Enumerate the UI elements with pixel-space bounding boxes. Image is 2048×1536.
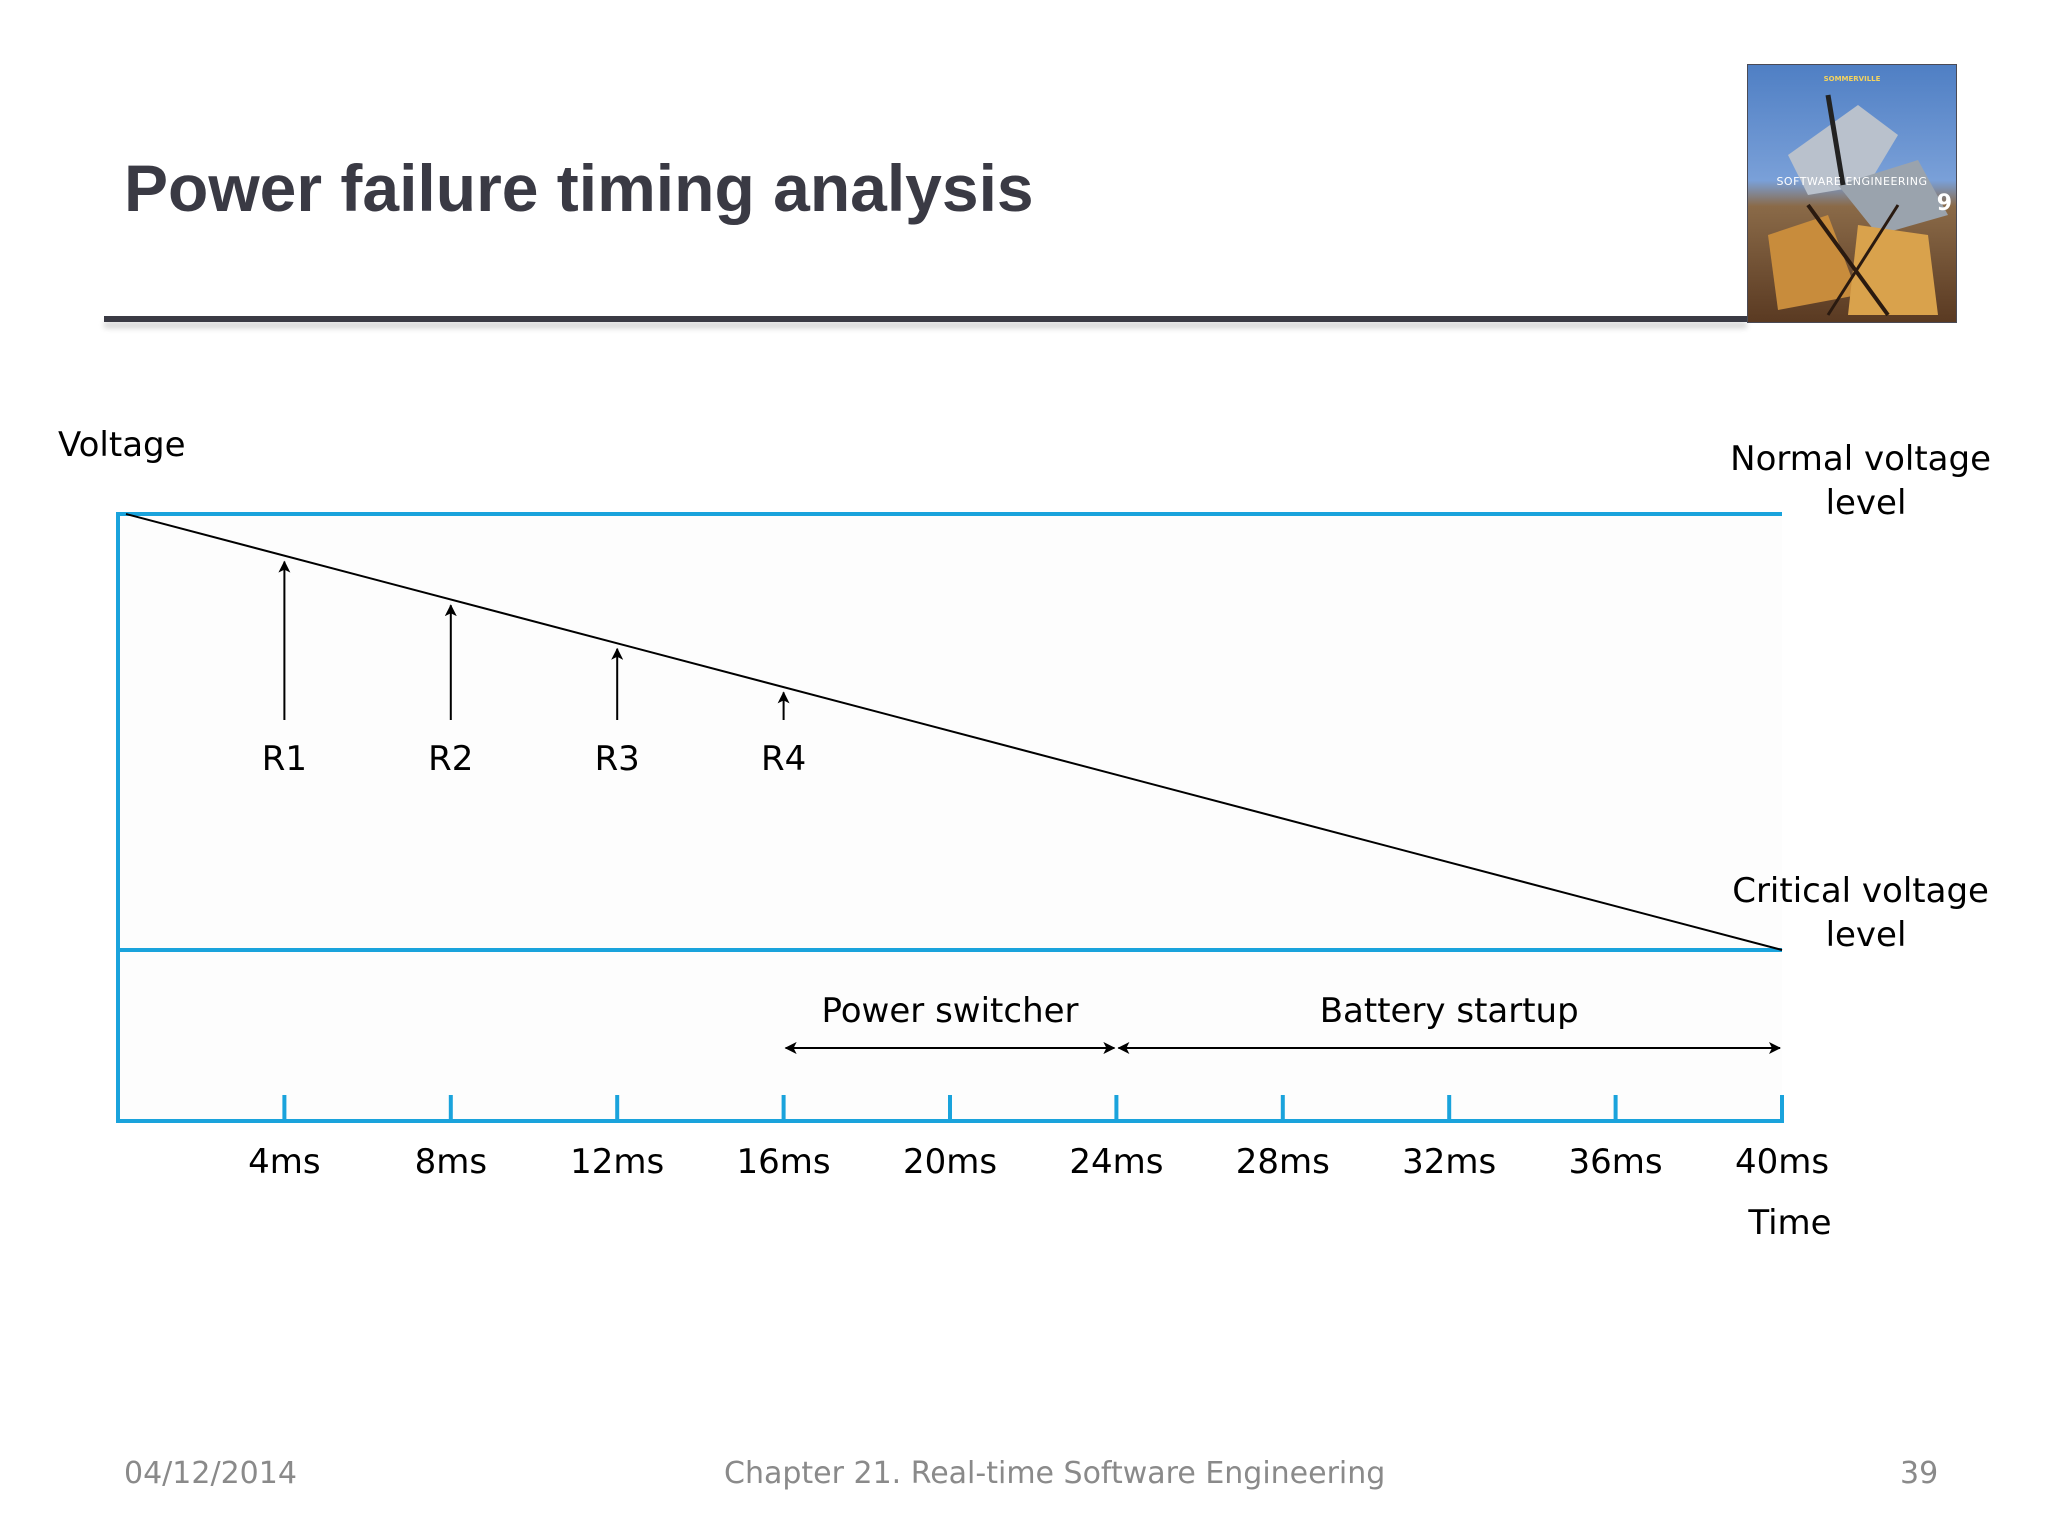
reading-label: R1 xyxy=(262,739,307,779)
interval-label: Power switcher xyxy=(821,991,1078,1031)
critical-voltage-label: Critical voltage level xyxy=(1732,871,2000,955)
book-cover-edition: 9 xyxy=(1936,191,1952,216)
time-tick-label: 36ms xyxy=(1569,1142,1663,1182)
time-tick-label: 24ms xyxy=(1069,1142,1163,1182)
time-tick-label: 20ms xyxy=(903,1142,997,1182)
title-underline xyxy=(104,316,1747,322)
y-axis-label: Voltage xyxy=(58,425,186,465)
normal-voltage-label: Normal voltage level xyxy=(1730,439,2002,523)
time-tick-label: 16ms xyxy=(737,1142,831,1182)
book-cover-author: SOMMERVILLE xyxy=(1823,75,1881,83)
book-cover-art xyxy=(1748,65,1956,322)
time-tick-label: 8ms xyxy=(415,1142,487,1182)
reading-label: R3 xyxy=(595,739,640,779)
footer-chapter: Chapter 21. Real-time Software Engineeri… xyxy=(724,1456,1386,1491)
diagram-background xyxy=(118,514,1782,1121)
voltage-drop-line xyxy=(125,513,1783,951)
time-tick-label: 40ms xyxy=(1735,1142,1829,1182)
reading-label: R4 xyxy=(761,739,806,779)
reading-label: R2 xyxy=(428,739,473,779)
interval-label: Battery startup xyxy=(1320,991,1579,1031)
time-tick-label: 12ms xyxy=(570,1142,664,1182)
x-axis-label: Time xyxy=(1747,1203,1831,1243)
time-tick-label: 32ms xyxy=(1402,1142,1496,1182)
slide-title: Power failure timing analysis xyxy=(124,151,1034,225)
time-tick-label: 28ms xyxy=(1236,1142,1330,1182)
time-tick-label: 4ms xyxy=(248,1142,320,1182)
book-cover-title: SOFTWARE ENGINEERING xyxy=(1776,175,1928,188)
footer-page-number: 39 xyxy=(1900,1456,1939,1491)
footer-date: 04/12/2014 xyxy=(124,1456,297,1491)
book-cover-image: SOMMERVILLE SOFTWARE ENGINEERING 9 xyxy=(1747,64,1957,323)
